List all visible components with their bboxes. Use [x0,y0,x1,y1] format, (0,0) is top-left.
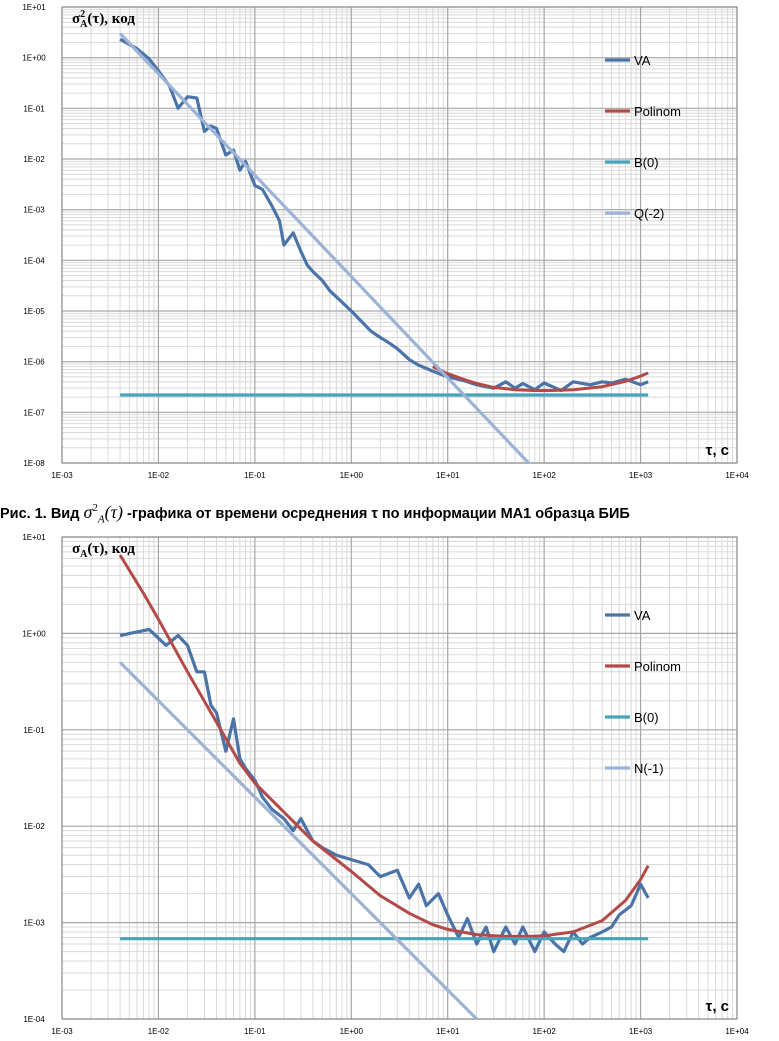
y-tick-label: 1E-01 [23,726,45,735]
caption-formula: σ2A(τ) [83,502,124,526]
x-tick-label: 1E+03 [629,471,653,480]
legend-label: Polinom [634,659,681,674]
chart-2: 1E-03 1E-02 1E-01 1E+00 1E+01 1E+02 1E+03 1E+04… [22,533,749,1036]
plot-frame [61,536,738,1020]
x-tick-label: 1E+00 [340,1027,364,1036]
series-line-polinom [118,554,650,938]
chart-1: 1E-03 1E-02 1E-01 1E+00 1E+01 1E+02 1E+03 1E+04… [22,3,749,480]
y-tick-label: 1E-08 [23,459,45,468]
plot-frame [61,6,738,464]
y-tick-label: 1E+00 [22,629,46,638]
series-line-polinom [432,365,649,392]
x-tick-label: 1E-02 [148,471,170,480]
legend-label: B(0) [634,155,659,170]
plot-area [62,7,737,463]
x-axis-label: τ, с [706,998,729,1015]
caption-suffix: -графика от времени осреднения τ по инфо… [127,506,630,522]
x-axis-label: τ, с [706,442,729,459]
y-axis-label: σA(τ), код [72,541,135,560]
x-tick-label: 1E+01 [436,1027,460,1036]
legend-label: Polinom [634,104,681,119]
y-tick-label: 1E-04 [23,256,45,265]
y-tick-label: 1E+01 [22,533,46,542]
caption-prefix: Рис. 1. Вид [0,506,80,522]
legend-label: N(-1) [634,761,664,776]
y-tick-label: 1E-02 [23,155,45,164]
x-tick-label: 1E-02 [148,1027,170,1036]
x-tick-label: 1E-01 [244,471,266,480]
y-tick-label: 1E-06 [23,358,45,367]
y-tick-label: 1E-07 [23,408,45,417]
x-tick-label: 1E+04 [725,471,749,480]
series-line-q2 [118,32,531,463]
y-axis-label: σ2 A(τ), код [72,9,135,30]
y-tick-label: 1E+00 [22,54,46,63]
legend-label: VA [634,608,651,623]
y-tick-label: 1E+01 [22,3,46,12]
y-tick-label: 1E-05 [23,307,45,316]
x-tick-label: 1E-03 [51,1027,73,1036]
y-tick-label: 1E-02 [23,822,45,831]
x-tick-label: 1E-01 [244,1027,266,1036]
figure-caption: Рис. 1. Вид σ2A(τ) -графика от времени о… [0,502,779,526]
series-line-n1 [118,661,478,1019]
x-tick-label: 1E+02 [532,1027,556,1036]
y-tick-label: 1E-03 [23,919,45,928]
y-tick-label: 1E-01 [23,104,45,113]
legend-label: VA [634,53,651,68]
y-tick-label: 1E-03 [23,206,45,215]
x-tick-label: 1E+02 [532,471,556,480]
x-tick-label: 1E-03 [51,471,73,480]
x-tick-label: 1E+03 [629,1027,653,1036]
x-tick-label: 1E+00 [340,471,364,480]
y-tick-label: 1E-04 [23,1015,45,1024]
legend-label: B(0) [634,710,659,725]
legend-label: Q(-2) [634,206,664,221]
x-tick-label: 1E+04 [725,1027,749,1036]
x-tick-label: 1E+01 [436,471,460,480]
